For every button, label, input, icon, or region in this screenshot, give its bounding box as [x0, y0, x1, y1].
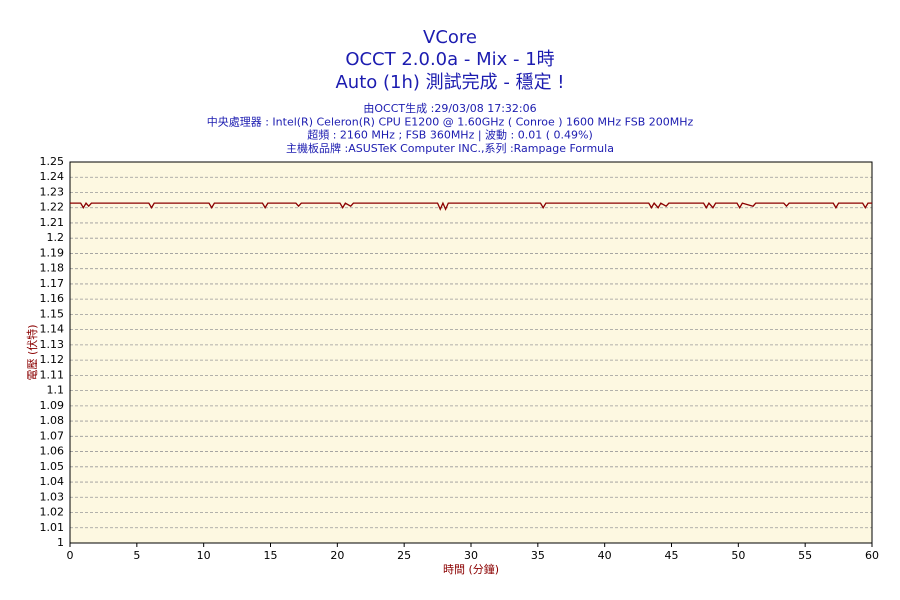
y-axis-label: 電壓 (伏特)	[25, 324, 39, 380]
x-tick-label: 50	[731, 549, 745, 562]
x-tick-label: 45	[665, 549, 679, 562]
y-tick-label: 1.21	[40, 216, 65, 229]
y-tick-label: 1.08	[40, 414, 65, 427]
y-tick-label: 1.19	[40, 246, 65, 259]
chart-subtitle: 主機板品牌 :ASUSTeK Computer INC.,系列 :Rampage…	[286, 141, 614, 155]
chart-title-line: OCCT 2.0.0a - Mix - 1時	[345, 49, 554, 70]
x-tick-label: 15	[264, 549, 278, 562]
y-tick-label: 1.05	[40, 460, 65, 473]
y-tick-label: 1.01	[40, 521, 65, 534]
x-tick-label: 25	[397, 549, 411, 562]
y-tick-label: 1.07	[40, 429, 65, 442]
y-tick-label: 1.03	[40, 490, 65, 503]
chart-subtitle: 超頻 : 2160 MHz ; FSB 360MHz | 波動 : 0.01 (…	[307, 128, 593, 142]
chart-subtitle: 由OCCT生成 :29/03/08 17:32:06	[363, 101, 536, 115]
x-tick-label: 20	[330, 549, 344, 562]
y-tick-label: 1.04	[40, 475, 65, 488]
y-tick-label: 1.16	[40, 292, 65, 305]
y-tick-label: 1.1	[47, 384, 65, 397]
x-tick-label: 10	[197, 549, 211, 562]
x-tick-label: 30	[464, 549, 478, 562]
y-tick-label: 1.2	[47, 231, 65, 244]
x-axis-label: 時間 (分鐘)	[443, 562, 499, 576]
y-tick-label: 1.13	[40, 338, 65, 351]
x-tick-label: 55	[798, 549, 812, 562]
y-tick-label: 1.06	[40, 445, 65, 458]
y-tick-label: 1.14	[40, 323, 65, 336]
y-tick-label: 1.09	[40, 399, 65, 412]
y-tick-label: 1	[57, 536, 64, 549]
data-line	[70, 201, 872, 211]
y-tick-label: 1.15	[40, 307, 65, 320]
chart-subtitle: 中央處理器 : Intel(R) Celeron(R) CPU E1200 @ …	[207, 114, 694, 128]
y-tick-label: 1.25	[40, 155, 65, 168]
y-tick-label: 1.11	[40, 368, 65, 381]
y-tick-label: 1.17	[40, 277, 65, 290]
plot-area	[70, 162, 872, 543]
x-tick-label: 60	[865, 549, 879, 562]
x-tick-label: 35	[531, 549, 545, 562]
x-tick-label: 40	[598, 549, 612, 562]
y-tick-label: 1.24	[40, 170, 65, 183]
plot-border	[69, 161, 873, 544]
x-tick-label: 5	[133, 549, 140, 562]
y-tick-label: 1.23	[40, 185, 65, 198]
chart-title: VCore	[423, 27, 477, 48]
chart-title-line: Auto (1h) 測試完成 - 穩定 !	[335, 72, 564, 93]
y-tick-label: 1.12	[40, 353, 65, 366]
x-tick-label: 0	[67, 549, 74, 562]
y-tick-label: 1.18	[40, 262, 65, 275]
y-tick-label: 1.22	[40, 201, 65, 214]
y-tick-label: 1.02	[40, 506, 65, 519]
